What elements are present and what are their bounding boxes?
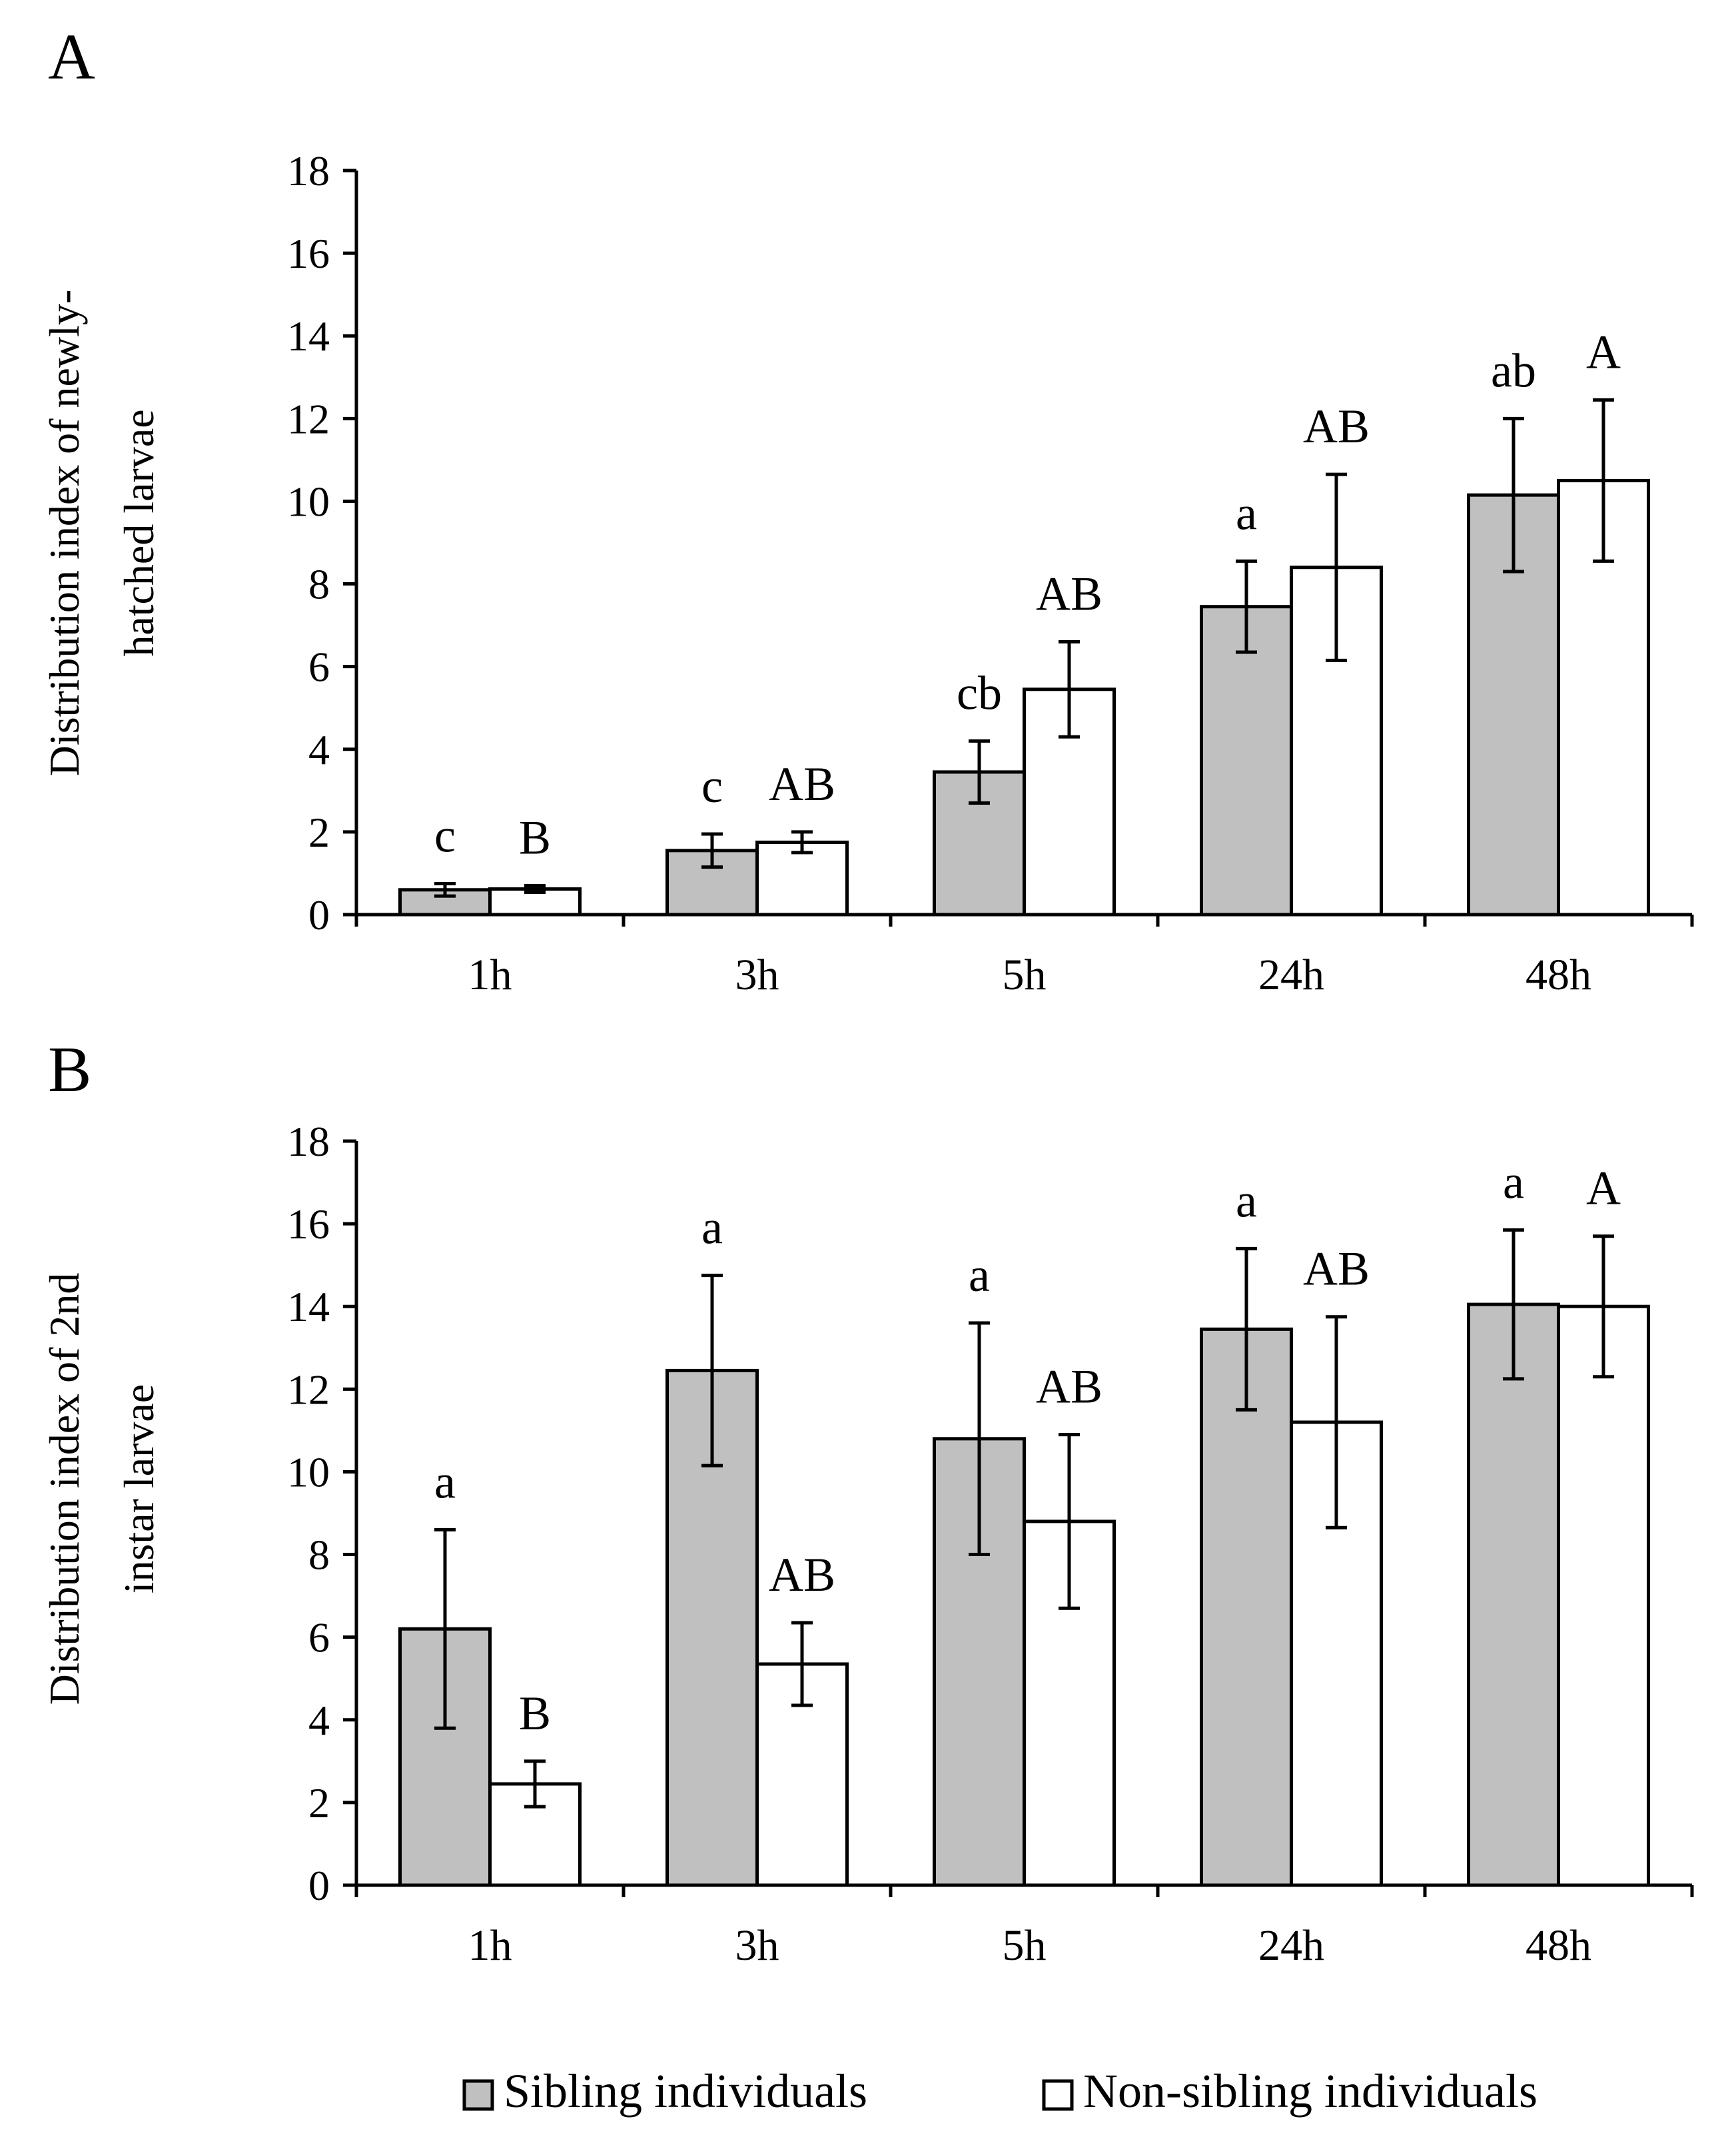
y-tick-label-b-18: 18 [287,1118,330,1165]
significance-letter-a-sibling-48h: ab [1491,344,1536,397]
y-tick-label-a-14: 14 [287,312,330,360]
significance-letter-a-sibling-24h: a [1236,486,1257,540]
significance-letter-b-sibling-3h: a [701,1201,723,1254]
y-tick-label-a-4: 4 [308,726,330,773]
y-tick-label-a-8: 8 [308,561,330,608]
y-tick-label-a-0: 0 [308,891,330,939]
y-tick-label-b-10: 10 [287,1448,330,1496]
x-tick-label-b-1h: 1h [468,1921,512,1970]
significance-letter-b-sibling-48h: a [1503,1155,1524,1208]
bar-b-sibling-24h [1200,1327,1293,1887]
y-tick-label-a-2: 2 [308,809,330,856]
x-tick-label-b-5h: 5h [1003,1921,1047,1970]
y-tick-label-b-12: 12 [287,1366,330,1413]
y-tick-label-b-14: 14 [287,1283,330,1330]
significance-letter-b-non-sibling-1h: B [519,1687,551,1740]
x-tick-label-a-3h: 3h [735,951,779,999]
panel-label-a: A [48,21,95,93]
panel-label-b: B [48,1034,91,1106]
y-tick-label-a-6: 6 [308,643,330,691]
significance-letter-a-sibling-3h: c [701,759,723,813]
significance-letter-b-sibling-24h: a [1236,1174,1257,1227]
y-tick-label-a-12: 12 [287,395,330,442]
legend: Sibling individuals Non-sibling individu… [462,2064,1537,2118]
y-tick-label-b-6: 6 [308,1614,330,1661]
y-tick-label-b-2: 2 [308,1779,330,1827]
significance-letter-a-non-sibling-5h: AB [1036,567,1102,620]
significance-letter-b-sibling-5h: a [969,1248,990,1302]
bar-b-non-sibling-48h [1557,1304,1650,1887]
bar-b-sibling-48h [1467,1302,1560,1887]
y-tick-label-b-0: 0 [308,1862,330,1909]
significance-letter-a-sibling-5h: cb [957,666,1002,719]
significance-letter-b-sibling-1h: a [434,1455,456,1508]
significance-letter-a-non-sibling-24h: AB [1303,400,1370,453]
bar-a-non-sibling-3h [755,840,849,917]
x-tick-label-a-24h: 24h [1258,951,1324,999]
legend-swatch-sibling [462,2079,494,2111]
y-tick-label-b-16: 16 [287,1200,330,1248]
y-tick-label-a-10: 10 [287,478,330,525]
panel-a: A Distribution index of newly- hatched l… [41,21,1694,999]
panel-b: B Distribution index of 2nd instar larva… [41,1034,1694,1970]
y-tick-label-a-18: 18 [287,147,330,195]
legend-swatch-non-sibling [1042,2079,1074,2111]
x-tick-label-b-48h: 48h [1525,1921,1591,1970]
significance-letter-b-non-sibling-48h: A [1586,1162,1621,1215]
significance-letter-b-non-sibling-3h: AB [769,1548,835,1601]
x-tick-label-a-48h: 48h [1525,951,1591,999]
y-axis-title-a-line1: Distribution index of newly- [41,290,88,777]
plot-area-a: c c cb a ab B AB AB AB A 0 2 4 6 8 10 12 14 16 18 1h 3h 5h 24h 4… [287,147,1694,999]
legend-label-sibling: Sibling individuals [504,2064,867,2118]
y-axis-title-b-line1: Distribution index of 2nd [41,1273,88,1705]
x-tick-label-a-1h: 1h [468,951,512,999]
significance-letter-b-non-sibling-24h: AB [1303,1242,1370,1296]
y-tick-label-b-8: 8 [308,1531,330,1579]
y-axis-title-b-line2: instar larvae [115,1384,163,1594]
y-tick-label-a-16: 16 [287,230,330,277]
x-tick-label-b-3h: 3h [735,1921,779,1970]
significance-letter-a-sibling-1h: c [434,809,456,862]
y-axis-title-a-line2: hatched larvae [115,409,163,656]
y-tick-label-b-4: 4 [308,1697,330,1744]
significance-letter-a-non-sibling-3h: AB [769,757,835,811]
significance-letter-a-non-sibling-1h: B [519,811,551,865]
x-tick-label-b-24h: 24h [1258,1921,1324,1970]
legend-label-non-sibling: Non-sibling individuals [1083,2064,1537,2118]
significance-letter-a-non-sibling-48h: A [1586,325,1621,378]
significance-letter-b-non-sibling-5h: AB [1036,1360,1102,1414]
x-tick-label-a-5h: 5h [1003,951,1047,999]
plot-area-b: a a a a a B AB AB AB A 0 2 4 6 8 10 12 14 16 18 1h 3h 5h 24h 48h [287,1118,1694,1970]
